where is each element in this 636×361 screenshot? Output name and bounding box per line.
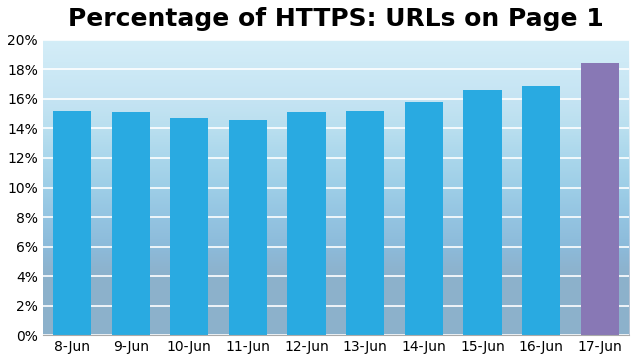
Title: Percentage of HTTPS: URLs on Page 1: Percentage of HTTPS: URLs on Page 1 — [68, 7, 604, 31]
Bar — [53, 111, 91, 335]
Bar — [287, 112, 326, 335]
Bar — [522, 86, 560, 335]
Bar — [346, 111, 384, 335]
Bar — [170, 118, 209, 335]
Bar — [464, 90, 502, 335]
Bar — [581, 64, 619, 335]
Bar — [111, 112, 149, 335]
Bar — [229, 119, 267, 335]
Bar — [404, 102, 443, 335]
